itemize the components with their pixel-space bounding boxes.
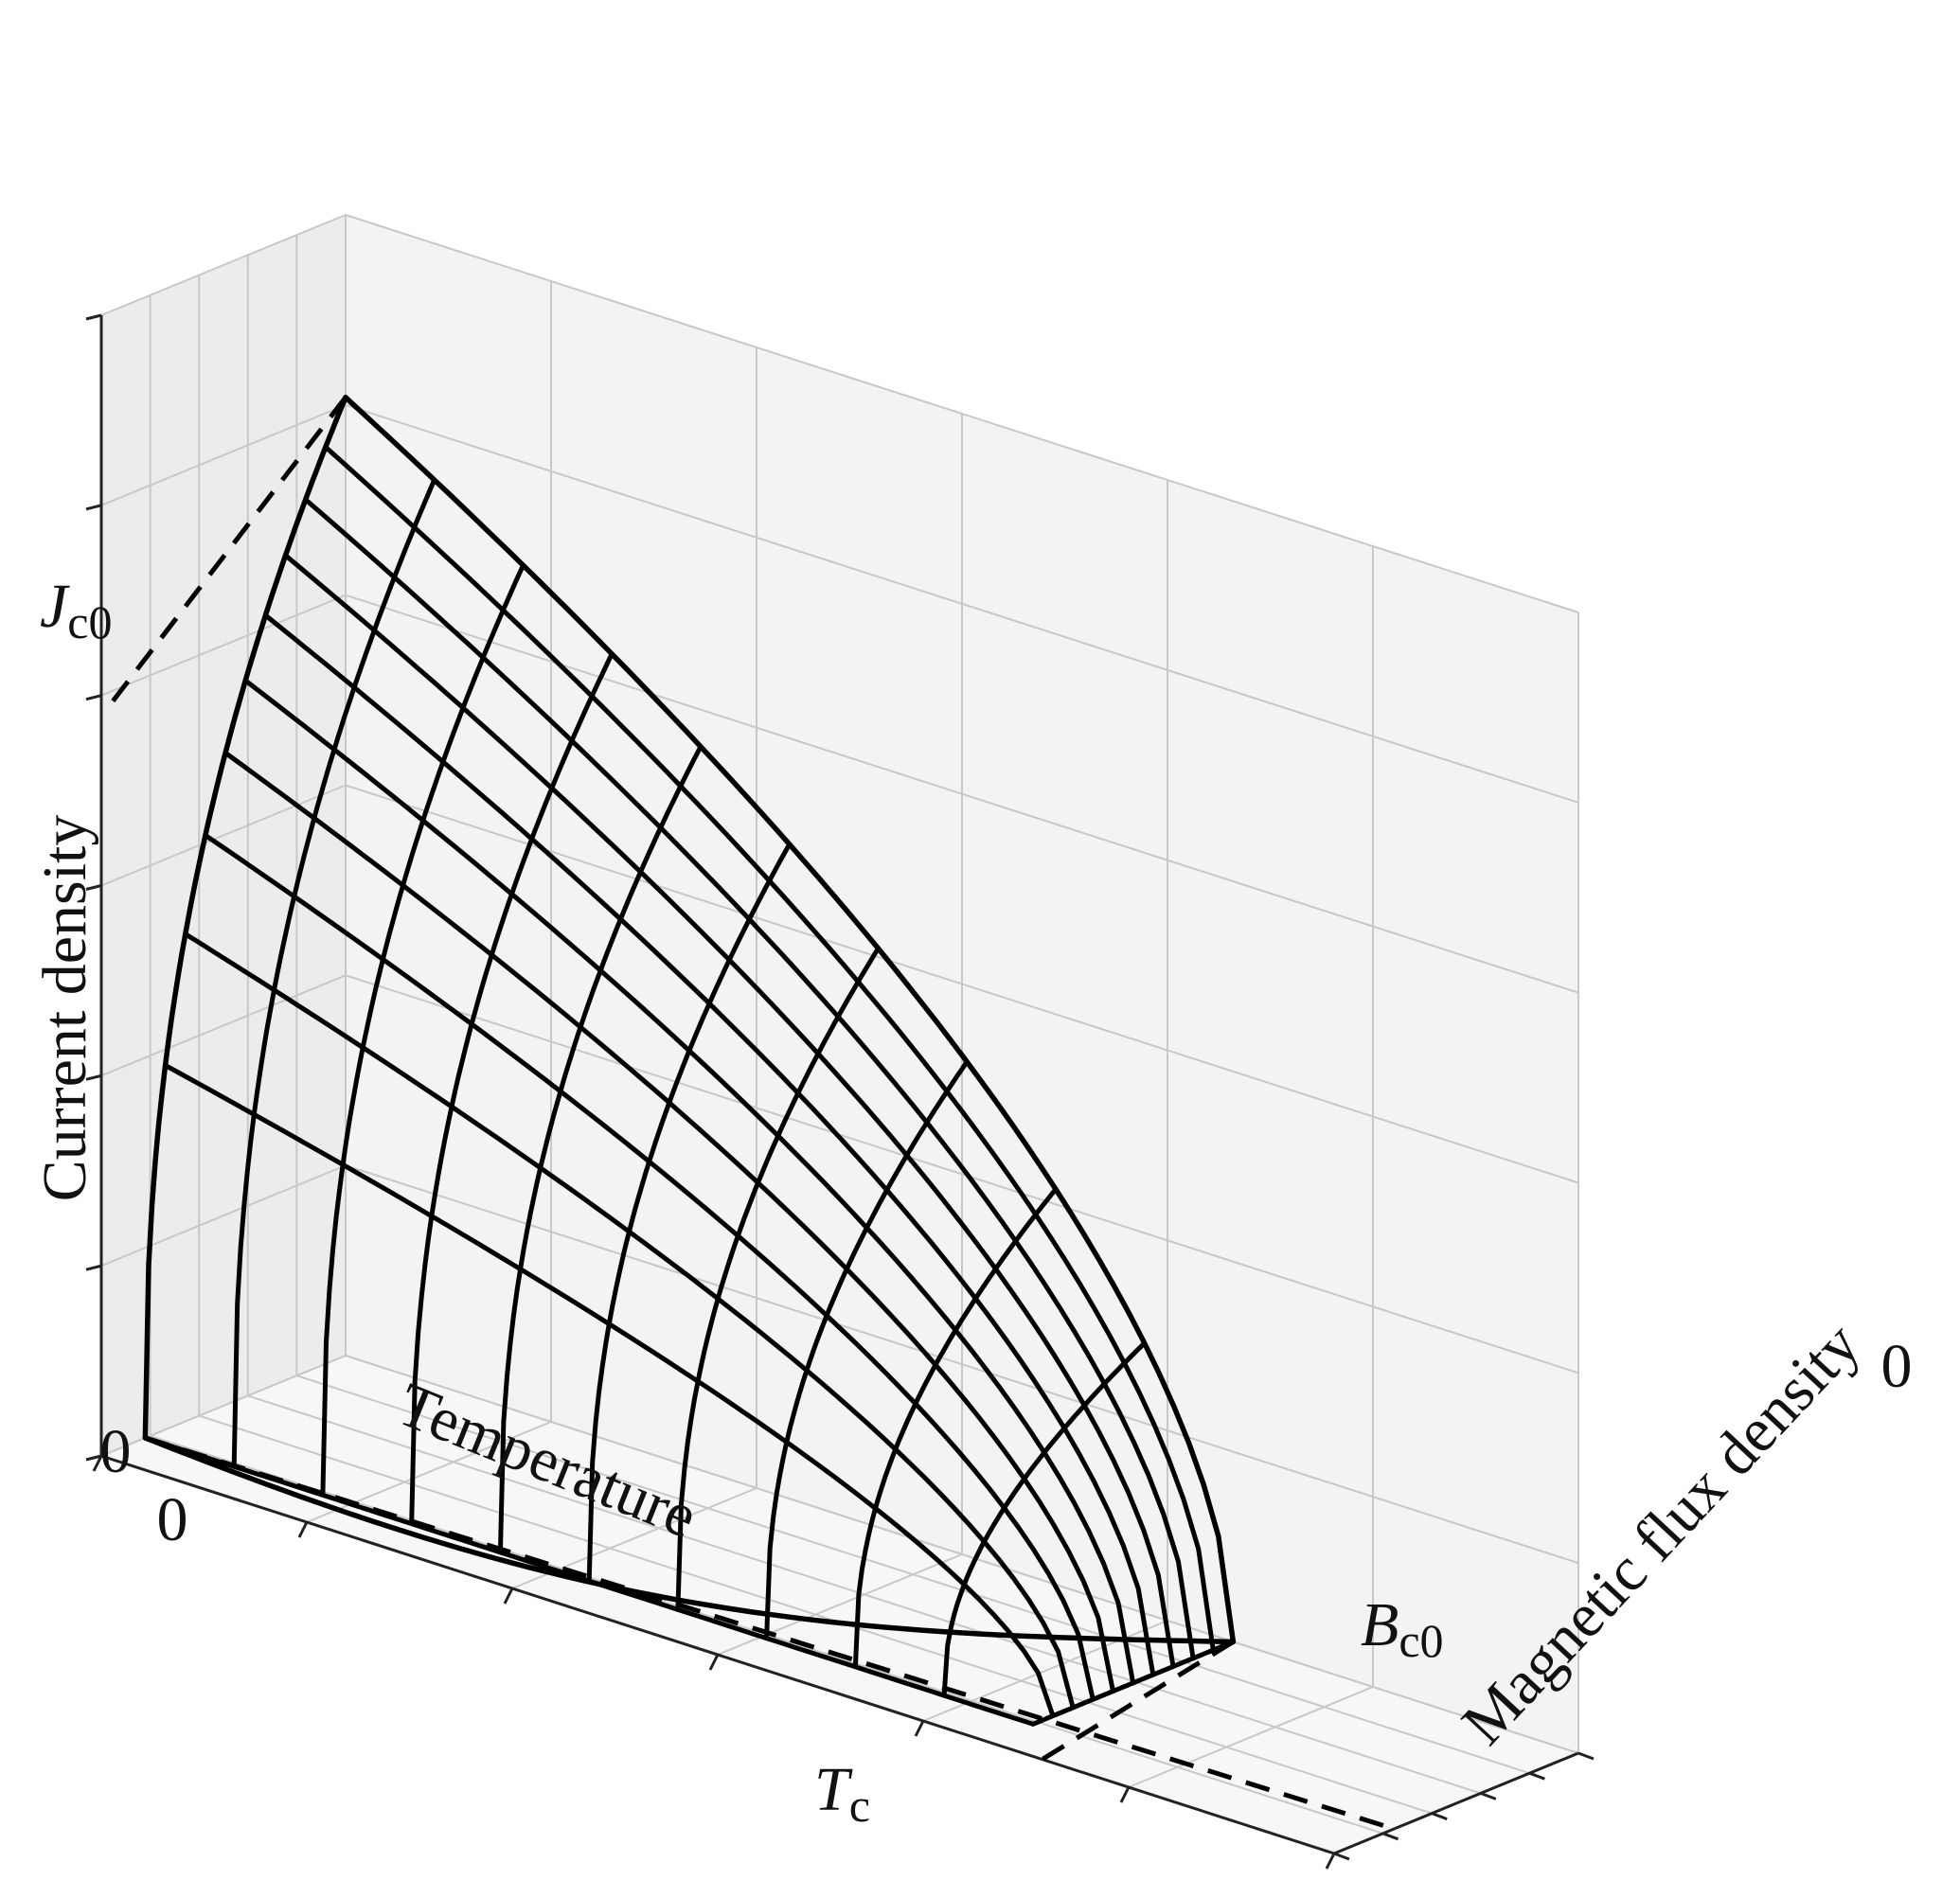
y-axis-line <box>1333 1751 1579 1855</box>
iso-flux-line <box>223 750 1115 1694</box>
jc0-symbol: J <box>40 572 70 641</box>
grid-line-back-horizontal <box>345 1164 1579 1565</box>
bc0-symbol: B <box>1361 1590 1399 1659</box>
z-axis-label: Current density <box>30 815 99 1202</box>
grid-line-left-horizontal <box>100 974 347 1077</box>
x-axis-tick <box>708 1654 720 1671</box>
grid-line-left-horizontal <box>100 403 347 506</box>
iso-flux-line <box>242 678 1136 1686</box>
z-axis-tick <box>85 313 102 321</box>
grid-line-left-horizontal <box>100 594 347 697</box>
floor-boundary-curve <box>142 1435 1237 1645</box>
axis-ticks <box>85 313 1595 1870</box>
iso-flux-line <box>262 612 1156 1677</box>
z-axis-tick <box>85 1073 102 1081</box>
y-axis-tick <box>1333 1852 1350 1861</box>
y-axis-tick <box>1480 1791 1497 1800</box>
grid-line-back-horizontal <box>345 594 1579 994</box>
surface-mesh <box>142 395 1237 1727</box>
z-axis-tick <box>85 1264 102 1271</box>
x-axis-tick <box>503 1587 514 1605</box>
grid-line-left-horizontal <box>100 1355 347 1457</box>
x-tick-label-zero: 0 <box>157 1485 188 1554</box>
y-tick-label-zero: 0 <box>1881 1332 1913 1401</box>
x-axis-tick <box>92 1455 103 1472</box>
grid-line-left-horizontal <box>100 1164 347 1268</box>
iso-flux-line <box>203 832 1096 1702</box>
y-axis-tick <box>1577 1751 1595 1761</box>
iso-flux-line <box>163 1062 1056 1719</box>
bc0-subscript: c0 <box>1399 1614 1443 1667</box>
jc0-dashed-line <box>109 396 347 706</box>
y-axis-tick <box>1431 1812 1448 1821</box>
iso-flux-line <box>323 444 1216 1653</box>
grid-line-back-horizontal <box>345 403 1579 804</box>
tc-symbol: T <box>814 1755 853 1824</box>
grid-line-back-horizontal <box>345 974 1579 1375</box>
grid-line-back-horizontal <box>345 784 1579 1184</box>
y-axis-tick <box>1382 1832 1399 1841</box>
x-axis-tick <box>1119 1786 1131 1803</box>
y-axis-tick <box>1528 1771 1545 1781</box>
grid-line-left-horizontal <box>100 214 347 316</box>
z-axis-tick <box>85 504 102 511</box>
tc-marker-label: Tc <box>814 1755 870 1832</box>
grid-lines <box>100 214 1579 1854</box>
grid-line-floor-flux <box>247 1394 1482 1795</box>
iso-flux-line <box>183 931 1076 1711</box>
x-axis-tick <box>914 1720 925 1737</box>
tc-subscript: c <box>849 1779 870 1832</box>
iso-flux-line <box>303 497 1196 1661</box>
grid-line-back-horizontal <box>345 1355 1579 1754</box>
iso-flux-line <box>283 553 1176 1669</box>
grid-line-floor-temperature <box>1128 1686 1374 1788</box>
z-axis-tick <box>85 1454 102 1462</box>
grid-line-floor-flux <box>198 1414 1433 1815</box>
bc0-marker-label: Bc0 <box>1361 1590 1444 1667</box>
jc0-marker-label: Jc0 <box>40 572 113 648</box>
iso-flux-line <box>343 395 1237 1645</box>
jc0-subscript: c0 <box>67 595 112 648</box>
z-axis-tick <box>85 884 102 891</box>
z-tick-label-zero: 0 <box>100 1417 132 1486</box>
x-axis-tick <box>297 1521 309 1538</box>
x-axis-tick <box>1325 1853 1336 1870</box>
z-axis-tick <box>85 694 102 701</box>
grid-line-left-horizontal <box>100 784 347 887</box>
grid-line-back-horizontal <box>345 214 1579 613</box>
